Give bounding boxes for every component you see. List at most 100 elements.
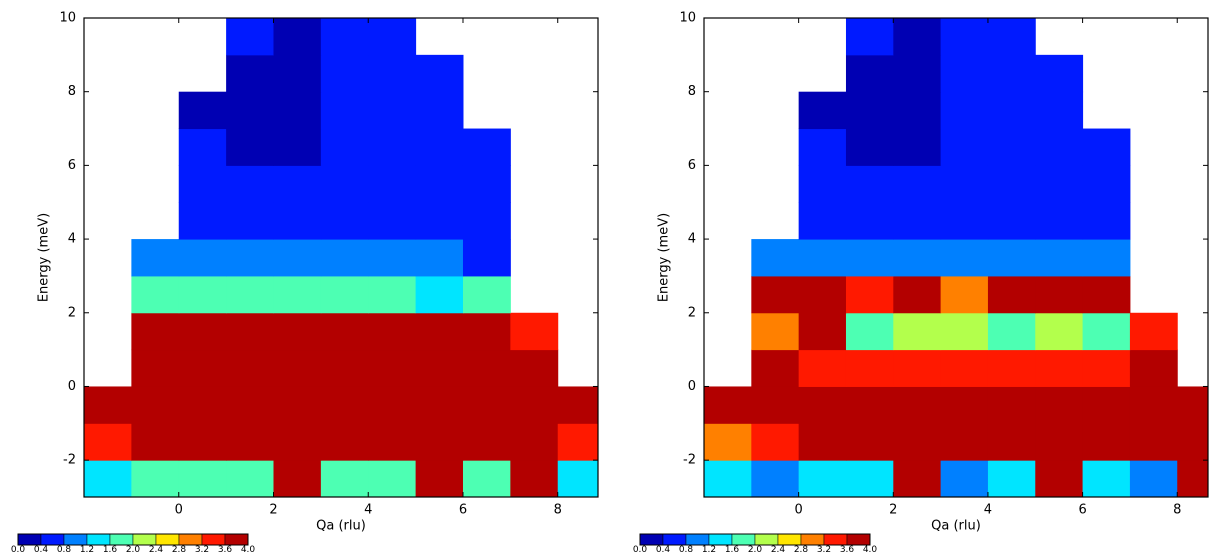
heat-cell bbox=[798, 312, 847, 351]
heat-cell bbox=[893, 349, 942, 387]
heat-cell bbox=[940, 239, 989, 277]
heat-cell bbox=[415, 386, 464, 424]
heat-cell bbox=[415, 423, 464, 461]
heat-cell bbox=[751, 349, 800, 387]
colorbar-tick-label: 3.6 bbox=[218, 545, 233, 553]
heat-cell bbox=[1035, 275, 1084, 314]
y-tick-label: 8 bbox=[68, 84, 76, 99]
heat-cell bbox=[751, 460, 800, 497]
heat-cell bbox=[178, 275, 227, 314]
heat-cell bbox=[226, 460, 274, 497]
colorbar-tick-label: 0.8 bbox=[57, 545, 72, 553]
heat-cell bbox=[226, 312, 274, 351]
heat-cell bbox=[462, 312, 511, 351]
axes-frame bbox=[83, 17, 599, 498]
heat-cell bbox=[320, 386, 369, 424]
y-tick-label: 10 bbox=[59, 11, 76, 26]
heat-cell bbox=[1035, 165, 1084, 203]
heat-cell bbox=[704, 460, 752, 497]
colorbar-segment bbox=[201, 533, 226, 546]
heat-cell bbox=[893, 202, 942, 240]
axes-frame bbox=[703, 17, 1209, 498]
colorbar-tick-label: 0.0 bbox=[11, 545, 26, 553]
heat-cell bbox=[226, 275, 274, 314]
heat-cell bbox=[1082, 349, 1131, 387]
heat-cell bbox=[845, 18, 894, 56]
heat-cell bbox=[462, 386, 511, 424]
heat-cell bbox=[131, 423, 180, 461]
heat-cell bbox=[751, 275, 800, 314]
x-tick-label: 0 bbox=[175, 503, 183, 518]
y-tick-label: 0 bbox=[68, 379, 76, 394]
heat-cell bbox=[1035, 91, 1084, 130]
heat-cell bbox=[940, 312, 989, 351]
colorbar-frame bbox=[639, 533, 871, 546]
heat-cell bbox=[1035, 349, 1084, 387]
colorbar-segment bbox=[800, 533, 825, 546]
y-tick-label: 6 bbox=[68, 158, 76, 173]
colorbar-tick-label: 4.0 bbox=[863, 545, 878, 553]
y-tick-label: -2 bbox=[63, 453, 76, 468]
heat-cell bbox=[987, 275, 1036, 314]
cells bbox=[84, 18, 598, 497]
heat-cell bbox=[1035, 202, 1084, 240]
colorbar-segment bbox=[109, 533, 134, 546]
colorbar-segment bbox=[132, 533, 157, 546]
heat-cell bbox=[320, 460, 369, 497]
heat-cell bbox=[845, 165, 894, 203]
heat-cell bbox=[940, 349, 989, 387]
heat-cell bbox=[893, 239, 942, 277]
heat-cell bbox=[893, 54, 942, 93]
heat-cell bbox=[368, 275, 417, 314]
heat-cell bbox=[987, 91, 1036, 130]
heat-cell bbox=[368, 91, 417, 130]
colorbar-tick-label: 2.8 bbox=[794, 545, 809, 553]
heat-cell bbox=[845, 312, 894, 351]
y-tick-label: -2 bbox=[683, 453, 696, 468]
cells bbox=[704, 18, 1208, 497]
heat-cell bbox=[131, 275, 180, 314]
colorbar-segment bbox=[662, 533, 687, 546]
heat-cell bbox=[845, 239, 894, 277]
heat-cell bbox=[178, 202, 227, 240]
heat-cell bbox=[368, 239, 417, 277]
colorbar-tick-label: 2.4 bbox=[771, 545, 786, 553]
heat-cell bbox=[510, 423, 559, 461]
colorbar-tick-label: 3.6 bbox=[840, 545, 855, 553]
heat-cell bbox=[178, 165, 227, 203]
heat-cell bbox=[415, 91, 464, 130]
colorbar-tick-label: 2.0 bbox=[748, 545, 763, 553]
heat-cell bbox=[940, 128, 989, 166]
y-tick-label: 2 bbox=[68, 305, 76, 320]
x-tick-label: 6 bbox=[459, 503, 467, 518]
heat-cell bbox=[226, 423, 274, 461]
heat-cell bbox=[893, 91, 942, 130]
heat-cell bbox=[893, 423, 942, 461]
heat-cell bbox=[987, 202, 1036, 240]
colorbar-segment bbox=[846, 533, 871, 546]
x-tick-label: 6 bbox=[1078, 503, 1086, 518]
heat-cell bbox=[1082, 386, 1131, 424]
y-tick-label: 8 bbox=[688, 84, 696, 99]
heat-cell bbox=[178, 349, 227, 387]
heat-cell bbox=[557, 423, 598, 461]
heat-cell bbox=[987, 423, 1036, 461]
heat-cell bbox=[751, 386, 800, 424]
colorbar-segment bbox=[708, 533, 733, 546]
heat-cell bbox=[368, 386, 417, 424]
heat-cell bbox=[940, 202, 989, 240]
colorbar-segment bbox=[86, 533, 111, 546]
heat-cell bbox=[226, 239, 274, 277]
y-tick-label: 4 bbox=[688, 232, 696, 247]
heat-cell bbox=[273, 91, 322, 130]
x-tick-label: 8 bbox=[1173, 503, 1181, 518]
heat-cell bbox=[987, 239, 1036, 277]
x-axis-label: Qa (rlu) bbox=[316, 519, 366, 534]
heat-cell bbox=[178, 312, 227, 351]
heat-cell bbox=[462, 165, 511, 203]
heat-cell bbox=[1082, 423, 1131, 461]
heat-cell bbox=[893, 128, 942, 166]
heat-cell bbox=[415, 460, 464, 497]
heat-cell bbox=[273, 18, 322, 56]
heat-cell bbox=[1129, 312, 1178, 351]
